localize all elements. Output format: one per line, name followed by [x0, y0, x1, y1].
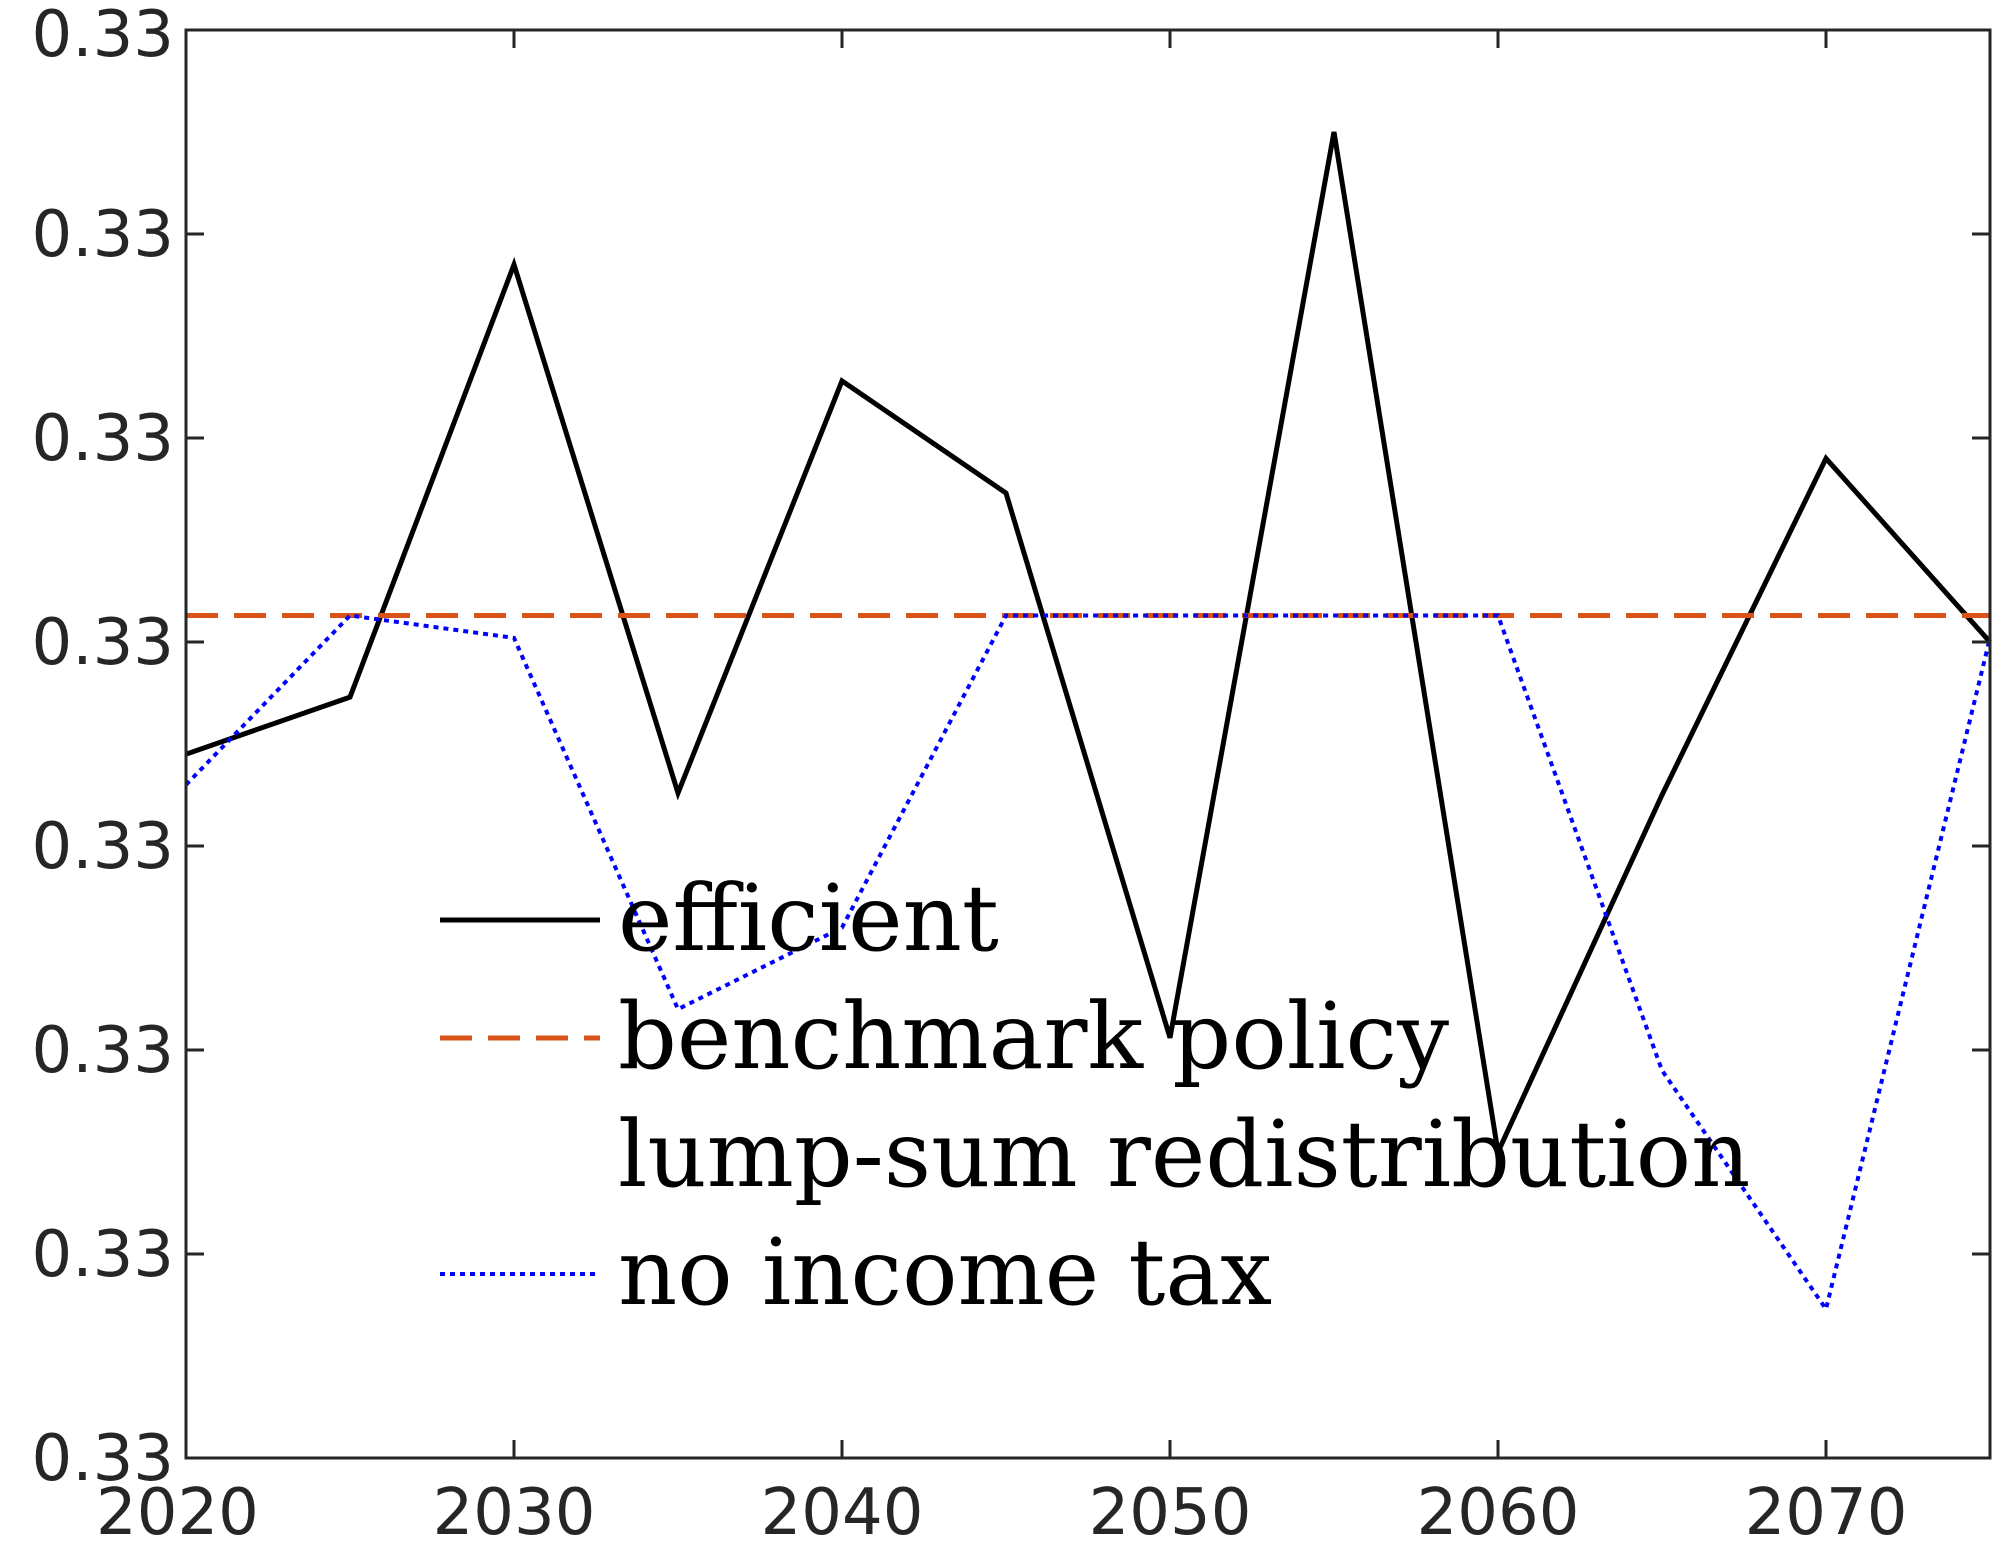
legend-label-2: lump-sum redistribution — [618, 1101, 1750, 1208]
y-tick-label: 0.33 — [32, 1422, 175, 1496]
y-tick-label: 0.33 — [32, 402, 175, 476]
series-line-3 — [184, 613, 1992, 1314]
y-tick-label: 0.33 — [32, 810, 175, 884]
legend-label-1: benchmark policy — [618, 983, 1449, 1090]
y-tick-label: 0.33 — [32, 1014, 175, 1088]
x-tick-label: 2060 — [1417, 1476, 1580, 1550]
y-tick-label: 0.33 — [32, 198, 175, 272]
y-tick-label: 0.33 — [32, 1218, 175, 1292]
ticks-layer: 2020 2030 2040 2050 2060 2070 0.33 0.33 0.33 0.33… — [32, 0, 1990, 1550]
series-line-0 — [185, 131, 1992, 1161]
x-tick-label: 2070 — [1745, 1476, 1908, 1550]
legend: efficient benchmark policy lump-sum redist… — [440, 865, 1750, 1326]
x-tick-label: 2050 — [1089, 1476, 1252, 1550]
plot-frame — [184, 28, 1992, 1460]
legend-label-3: no income tax — [618, 1219, 1272, 1326]
y-tick-label: 0.33 — [32, 606, 175, 680]
legend-label-0: efficient — [618, 865, 999, 972]
x-tick-label: 2040 — [761, 1476, 924, 1550]
y-tick-label: 0.33 — [32, 0, 175, 72]
x-tick-label: 2020 — [96, 1476, 259, 1550]
x-tick-label: 2030 — [433, 1476, 596, 1550]
series-layer — [184, 131, 1992, 1314]
